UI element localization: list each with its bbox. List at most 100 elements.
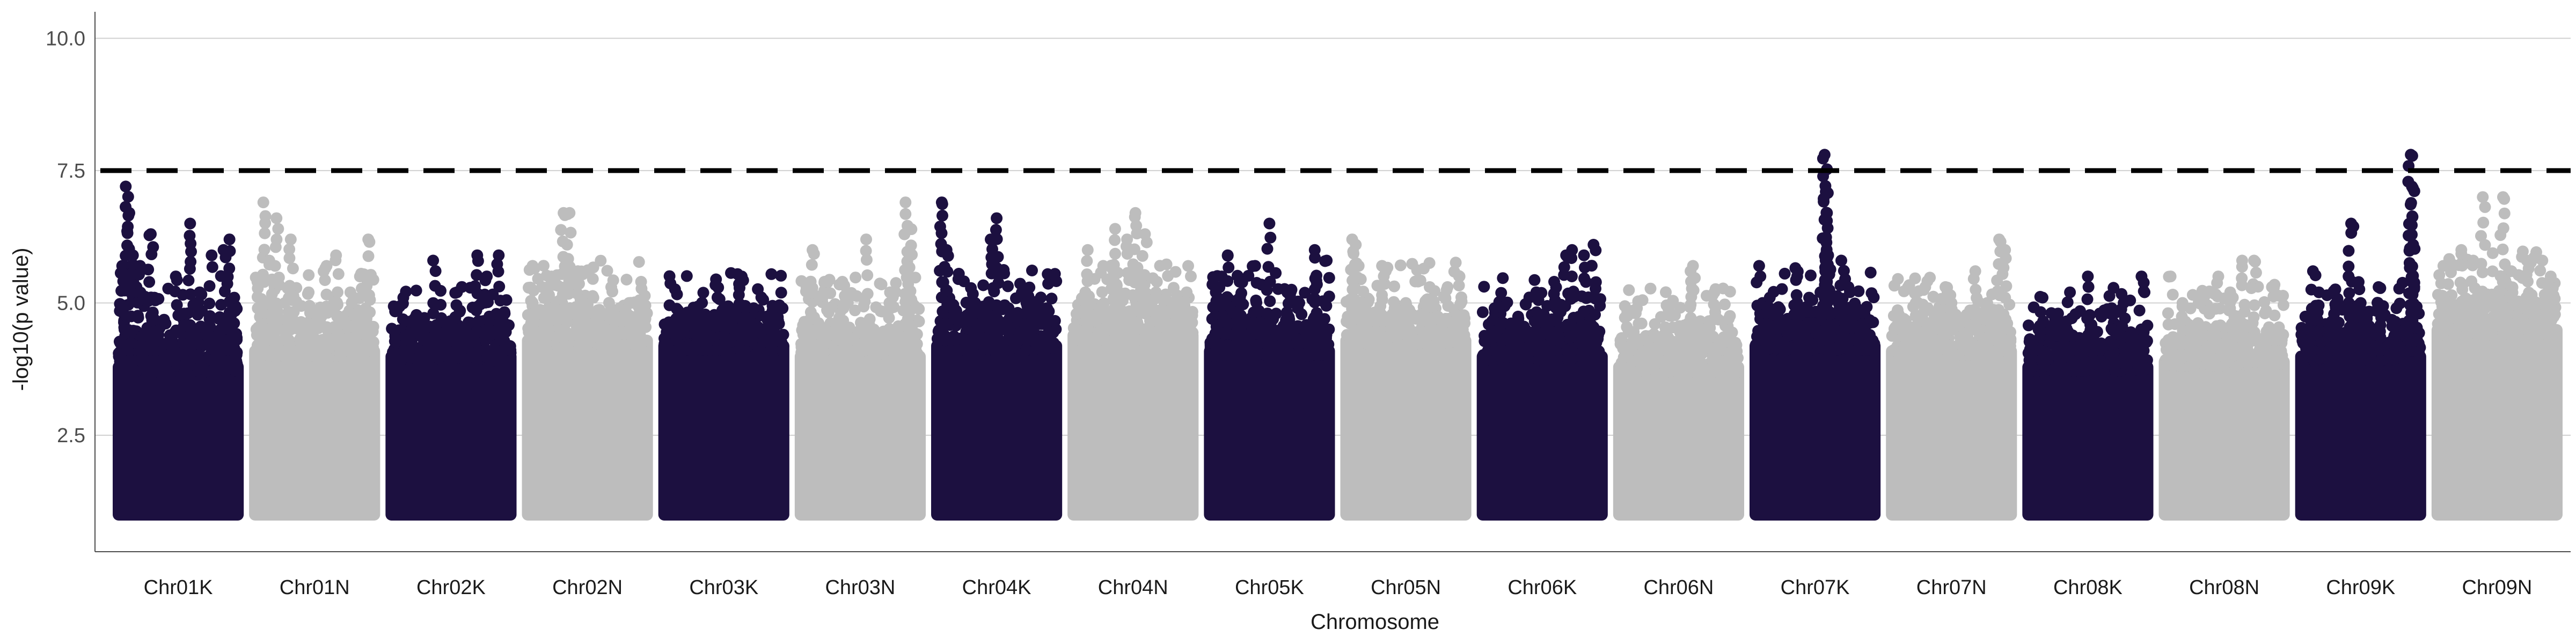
data-point bbox=[184, 288, 196, 301]
data-point bbox=[1234, 324, 1247, 336]
peak-point bbox=[694, 308, 706, 320]
peak-point bbox=[1548, 276, 1560, 288]
data-point bbox=[589, 322, 602, 334]
data-point bbox=[1137, 306, 1150, 319]
peak-point bbox=[860, 233, 872, 246]
peak-point bbox=[127, 249, 139, 261]
chromosome-points-chr05n bbox=[1340, 233, 1472, 521]
data-point bbox=[1019, 319, 1031, 331]
data-point bbox=[1662, 365, 1674, 378]
peak-point bbox=[736, 270, 748, 283]
data-point bbox=[479, 288, 491, 301]
data-point bbox=[806, 345, 818, 357]
data-point bbox=[362, 328, 375, 340]
data-point bbox=[913, 303, 925, 315]
data-point bbox=[224, 245, 236, 257]
data-point bbox=[320, 288, 333, 301]
peak-point bbox=[1020, 297, 1033, 309]
data-point bbox=[479, 345, 491, 357]
peak-point bbox=[1151, 276, 1163, 288]
data-point bbox=[524, 281, 537, 294]
data-point bbox=[1549, 330, 1561, 342]
peak-point bbox=[1002, 302, 1015, 314]
data-point bbox=[1039, 316, 1051, 328]
data-point bbox=[1376, 289, 1388, 301]
data-point bbox=[545, 302, 557, 314]
data-point bbox=[320, 321, 333, 333]
peak-point bbox=[818, 276, 831, 288]
data-point bbox=[1648, 328, 1660, 340]
data-point bbox=[817, 345, 829, 357]
peak-point bbox=[670, 313, 682, 325]
data-point bbox=[1264, 295, 1276, 308]
data-point bbox=[195, 355, 207, 367]
data-point bbox=[226, 331, 239, 343]
data-point bbox=[620, 314, 633, 326]
data-point bbox=[1685, 340, 1697, 353]
data-point bbox=[1489, 345, 1501, 357]
data-point bbox=[1651, 346, 1664, 358]
data-point bbox=[353, 292, 365, 304]
data-point bbox=[171, 299, 183, 311]
data-point bbox=[1531, 306, 1543, 318]
data-point bbox=[1349, 283, 1362, 295]
data-point bbox=[216, 333, 229, 346]
data-point bbox=[1621, 321, 1633, 333]
data-point bbox=[283, 243, 296, 255]
data-point bbox=[561, 316, 573, 328]
data-point bbox=[988, 286, 1000, 298]
data-point bbox=[131, 296, 144, 309]
data-point bbox=[862, 337, 875, 349]
data-point bbox=[763, 334, 775, 346]
data-point bbox=[1709, 347, 1721, 359]
data-point bbox=[1440, 328, 1453, 341]
data-point bbox=[1170, 334, 1182, 346]
data-point bbox=[883, 297, 896, 309]
data-point bbox=[544, 328, 556, 341]
data-point bbox=[1400, 328, 1412, 341]
data-point bbox=[1248, 306, 1260, 319]
data-point bbox=[861, 269, 874, 281]
data-point bbox=[1262, 261, 1275, 273]
peak-point bbox=[354, 270, 366, 283]
peak-point bbox=[1139, 228, 1151, 240]
data-point bbox=[821, 304, 833, 316]
data-point bbox=[258, 244, 270, 256]
dense-point-mass bbox=[1476, 350, 1608, 521]
peak-point bbox=[257, 196, 269, 209]
data-point bbox=[1589, 292, 1601, 305]
data-point bbox=[882, 326, 895, 338]
data-point bbox=[136, 331, 148, 343]
data-point bbox=[603, 310, 615, 323]
data-point bbox=[1021, 334, 1034, 346]
data-point bbox=[1043, 326, 1055, 338]
data-point bbox=[193, 338, 206, 350]
data-point bbox=[1081, 268, 1093, 281]
peak-point bbox=[1708, 286, 1721, 298]
data-point bbox=[850, 272, 862, 284]
data-point bbox=[1388, 296, 1400, 308]
data-point bbox=[272, 223, 284, 235]
chromosome-points-chr05k bbox=[1204, 217, 1335, 521]
data-point bbox=[1619, 300, 1631, 312]
data-point bbox=[1497, 272, 1509, 284]
data-point bbox=[125, 355, 137, 367]
data-point bbox=[1378, 270, 1390, 282]
data-point bbox=[493, 281, 506, 292]
data-point bbox=[746, 334, 758, 346]
peak-point bbox=[493, 249, 505, 261]
data-point bbox=[1292, 320, 1304, 333]
peak-point bbox=[1666, 297, 1679, 309]
data-point bbox=[310, 322, 323, 334]
data-point bbox=[1501, 296, 1513, 309]
data-point bbox=[1222, 339, 1234, 352]
peak-point bbox=[481, 270, 493, 283]
data-point bbox=[1167, 323, 1180, 335]
chromosome-points-chr03k bbox=[658, 267, 789, 521]
data-point bbox=[936, 209, 948, 222]
data-point bbox=[1108, 323, 1120, 335]
data-point bbox=[319, 349, 332, 361]
data-point bbox=[132, 311, 144, 324]
data-point bbox=[904, 285, 917, 297]
